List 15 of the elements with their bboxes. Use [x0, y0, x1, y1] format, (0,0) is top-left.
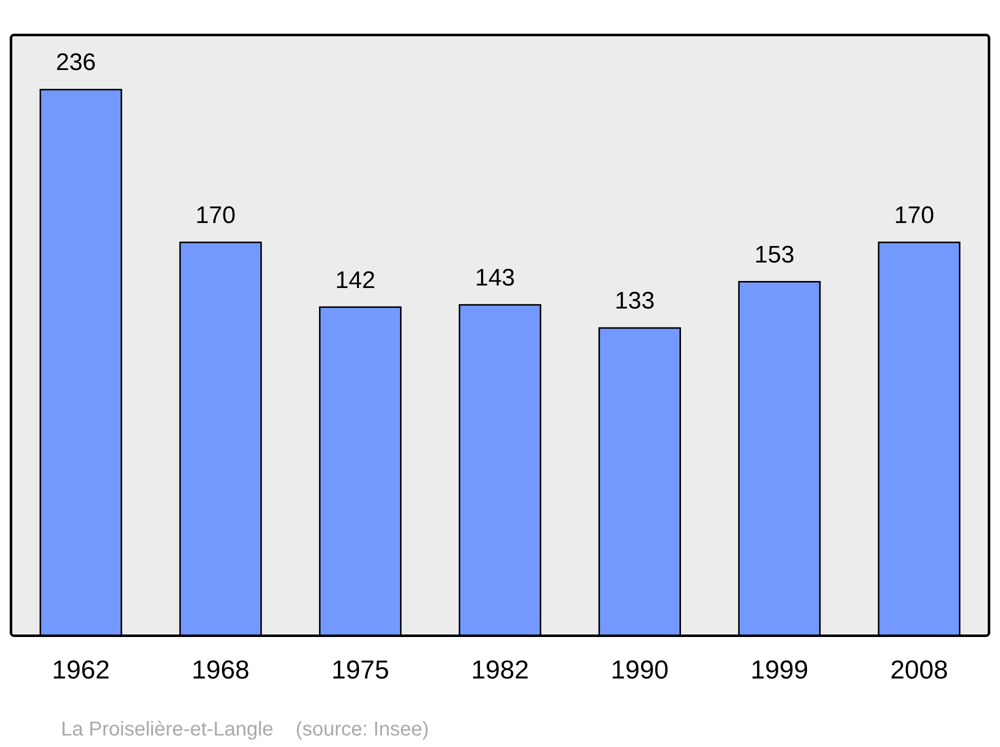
x-tick-label: 1975	[331, 654, 390, 685]
x-tick-label: 1990	[610, 654, 669, 685]
text: La Proiselière-et-Langle (source: Insee)	[61, 718, 429, 741]
data-label: 133	[614, 288, 655, 315]
x-tick-label: 2008	[890, 654, 948, 685]
data-label: 170	[894, 202, 934, 229]
x-tick-label: 1962	[52, 654, 110, 685]
data-label: 142	[335, 266, 376, 294]
x-tick-label: 1999	[750, 654, 808, 685]
data-label: 170	[196, 202, 236, 229]
x-tick-label: 1968	[192, 654, 250, 685]
x-tick-label: 1982	[471, 654, 529, 685]
data-label: 153	[754, 241, 794, 268]
data-label: 236	[56, 49, 96, 76]
data-label: 143	[474, 264, 516, 292]
